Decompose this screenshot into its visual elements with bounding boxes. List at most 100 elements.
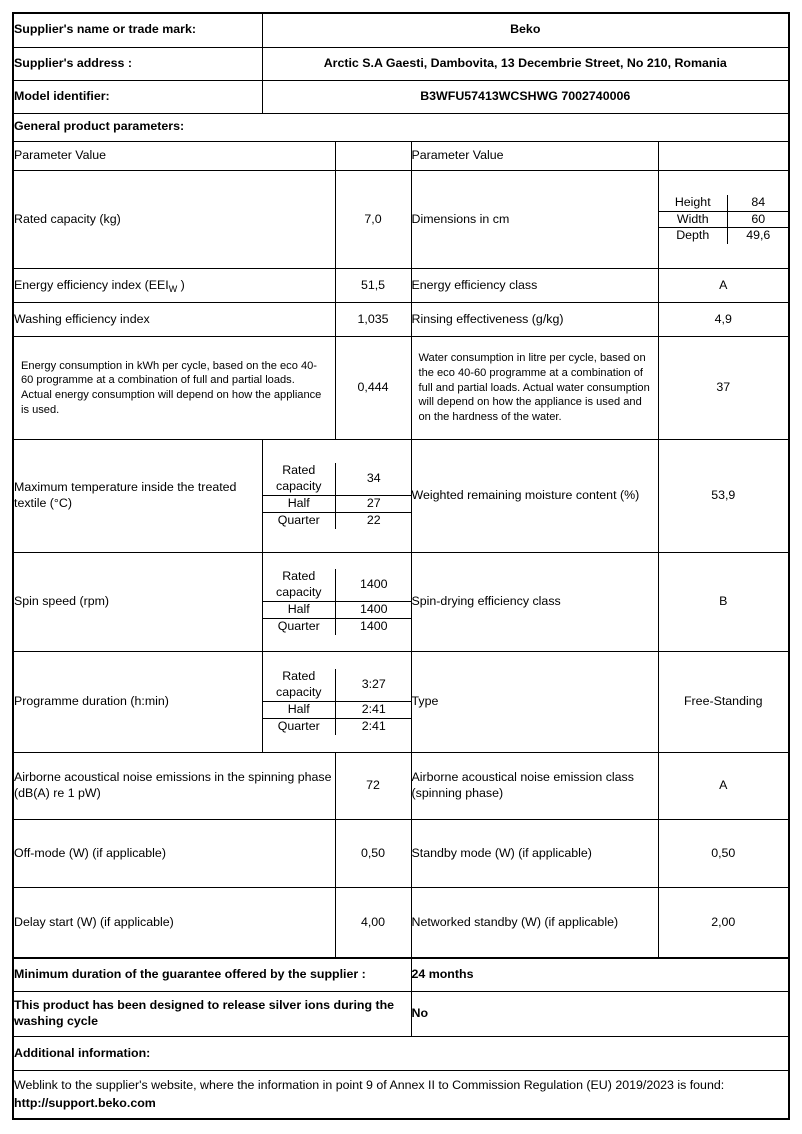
programme-duration-subtable: Rated capacity 3:27 Half 2:41 Quarter 2:… [262,669,412,735]
spin-row-half: Half 1400 [262,601,412,619]
off-mode-label: Off-mode (W) (if applicable) [14,819,336,888]
eei-label-text: Energy efficiency index (EEI [14,277,169,292]
energy-efficiency-index-row: Energy efficiency index (EEIW ) 51,5 Ene… [14,268,788,303]
water-consumption-text: Water consumption in litre per cycle, ba… [418,352,650,424]
delay-start-row: Delay start (W) (if applicable) 4,00 Net… [14,887,788,958]
supplier-name-value: Beko [262,14,788,48]
programme-duration-row: Programme duration (h:min) Rated capacit… [14,651,788,753]
additional-information-label: Additional information: [14,1036,788,1071]
rated-capacity-dimensions-row: Rated capacity (kg) 7,0 Dimensions in cm… [14,170,789,269]
temperature-name-half: Half [262,495,336,513]
dimension-row-width: Width 60 [658,210,789,229]
dimension-name-height: Height [658,194,728,212]
dimensions-label: Dimensions in cm [410,170,659,269]
standby-mode-label: Standby mode (W) (if applicable) [410,819,659,888]
eei-label-suffix: ) [177,277,185,292]
delay-start-label: Delay start (W) (if applicable) [14,887,336,958]
guarantee-value: 24 months [410,958,788,992]
supplier-address-label: Supplier's address : [14,46,263,81]
spin-speed-label: Spin speed (rpm) [14,552,263,652]
silver-ions-value: No [410,991,788,1037]
silver-ions-row: This product has been designed to releas… [14,991,788,1037]
duration-row-quarter: Quarter 2:41 [262,717,412,735]
spin-row-quarter: Quarter 1400 [262,617,412,635]
parameter-value-header-row: Parameter Value Parameter Value [14,141,788,171]
weblink-url[interactable]: http://support.beko.com [14,1095,156,1110]
max-temperature-subtable-cell: Rated capacity 34 Half 27 Quarter 22 [261,439,412,553]
dimension-name-width: Width [658,210,728,229]
duration-row-half: Half 2:41 [262,701,412,719]
duration-name-half: Half [262,701,336,719]
product-parameters-table: Parameter Value Parameter Value Rated ca… [14,141,789,958]
programme-duration-subtable-cell: Rated capacity 3:27 Half 2:41 Quarter 2:… [261,651,412,753]
dimensions-subtable: Height 84 Width 60 Depth 49,6 [658,194,789,245]
standby-mode-value: 0,50 [657,819,788,888]
product-information-sheet: Supplier's name or trade mark: Beko Supp… [12,12,790,1120]
header-spacer-right [657,141,788,171]
rated-capacity-value: 7,0 [334,170,412,269]
temperature-value-rated: 34 [335,463,412,497]
energy-efficiency-class-label: Energy efficiency class [410,268,659,303]
spin-drying-class-value: B [657,552,788,652]
supplier-header-table: Supplier's name or trade mark: Beko Supp… [14,14,788,142]
dimension-value-height: 84 [727,194,789,212]
duration-name-rated: Rated capacity [262,669,336,703]
supplier-name-row: Supplier's name or trade mark: Beko [14,14,788,48]
spin-row-rated: Rated capacity 1400 [262,569,412,603]
spin-speed-subtable: Rated capacity 1400 Half 1400 Quarter 14… [262,569,412,635]
spin-name-half: Half [262,601,336,619]
spin-speed-row: Spin speed (rpm) Rated capacity 1400 Hal… [14,552,788,652]
duration-name-quarter: Quarter [262,717,336,735]
energy-consumption-value: 0,444 [334,336,412,440]
washing-efficiency-value: 1,035 [334,302,412,337]
temperature-value-half: 27 [335,495,412,513]
duration-value-quarter: 2:41 [335,717,412,735]
networked-standby-value: 2,00 [657,887,788,958]
duration-value-half: 2:41 [335,701,412,719]
duration-value-rated: 3:27 [335,669,412,703]
eei-subscript: W [168,283,178,294]
model-identifier-value: B3WFU57413WCSHWG 7002740006 [262,79,788,114]
energy-consumption-text: Energy consumption in kWh per cycle, bas… [21,359,322,416]
temperature-name-rated: Rated capacity [262,463,336,497]
supplier-address-value: Arctic S.A Gaesti, Dambovita, 13 Decembr… [262,46,788,81]
washing-efficiency-label: Washing efficiency index [14,302,336,337]
max-temperature-label: Maximum temperature inside the treated t… [14,439,263,553]
rinsing-effectiveness-label: Rinsing effectiveness (g/kg) [410,302,659,337]
type-value: Free-Standing [657,651,788,753]
dimension-value-width: 60 [727,210,789,229]
spin-speed-subtable-cell: Rated capacity 1400 Half 1400 Quarter 14… [261,552,412,652]
footer-table: Minimum duration of the guarantee offere… [14,958,788,1119]
dimension-name-depth: Depth [658,227,728,245]
guarantee-label: Minimum duration of the guarantee offere… [14,958,412,992]
energy-efficiency-class-value: A [657,268,788,303]
supplier-address-row: Supplier's address : Arctic S.A Gaesti, … [14,46,788,81]
guarantee-row: Minimum duration of the guarantee offere… [14,958,788,992]
parameter-value-header-left: Parameter Value [14,141,336,171]
header-spacer-left [334,141,412,171]
off-mode-row: Off-mode (W) (if applicable) 0,50 Standb… [14,819,788,888]
moisture-content-label: Weighted remaining moisture content (%) [410,439,659,553]
dimension-row-height: Height 84 [658,194,789,212]
spin-value-half: 1400 [335,601,412,619]
washing-efficiency-row: Washing efficiency index 1,035 Rinsing e… [14,302,788,337]
spin-value-rated: 1400 [335,569,412,603]
delay-start-value: 4,00 [334,887,412,958]
rinsing-effectiveness-value: 4,9 [657,302,788,337]
silver-ions-label: This product has been designed to releas… [14,991,412,1037]
additional-information-row: Additional information: [14,1036,788,1071]
duration-row-rated: Rated capacity 3:27 [262,669,412,703]
type-label: Type [410,651,659,753]
dimension-row-depth: Depth 49,6 [658,227,789,245]
weblink-description: Weblink to the supplier's website, where… [14,1078,725,1093]
temperature-value-quarter: 22 [335,511,412,529]
off-mode-value: 0,50 [334,819,412,888]
max-temperature-row: Maximum temperature inside the treated t… [14,439,788,553]
dimension-value-depth: 49,6 [727,227,789,245]
weblink-row: Weblink to the supplier's website, where… [14,1070,788,1119]
model-identifier-label: Model identifier: [14,79,263,114]
consumption-row: Energy consumption in kWh per cycle, bas… [14,336,788,440]
programme-duration-label: Programme duration (h:min) [14,651,263,753]
energy-consumption-label: Energy consumption in kWh per cycle, bas… [14,336,336,440]
noise-class-label: Airborne acoustical noise emission class… [410,752,659,820]
